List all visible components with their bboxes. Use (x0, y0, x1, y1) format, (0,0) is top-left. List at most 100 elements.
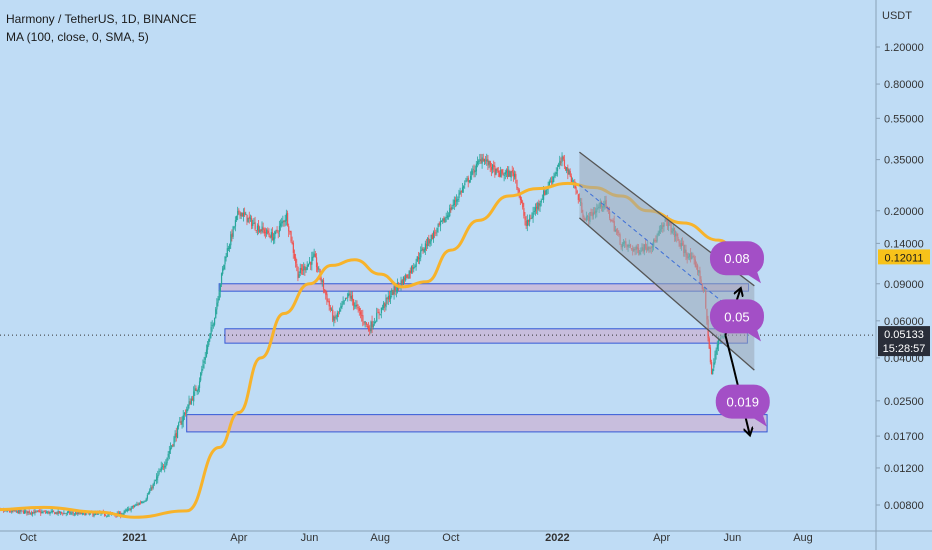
candle-body (212, 324, 215, 326)
candle-body (137, 503, 139, 505)
candle (385, 294, 387, 311)
candle-body (168, 450, 171, 454)
candle-body (182, 415, 184, 422)
candle-body (191, 398, 194, 401)
candle-body (62, 513, 64, 515)
candle (65, 512, 67, 517)
zone-2 (224, 328, 748, 344)
candle-body (123, 511, 125, 514)
candle (438, 221, 440, 227)
candle (278, 220, 281, 237)
candle-body (167, 453, 169, 458)
candle-body (57, 511, 59, 514)
candle (156, 473, 158, 485)
candle (563, 154, 566, 169)
candle (505, 168, 508, 178)
candle-body (498, 172, 501, 177)
candle-body (479, 159, 481, 162)
candle-body (531, 216, 533, 219)
candle (712, 368, 714, 375)
candle-body (523, 208, 525, 216)
candle (127, 506, 129, 513)
candle (280, 219, 282, 231)
candle (378, 308, 380, 320)
candle (179, 417, 181, 423)
candle (211, 320, 213, 332)
candle-body (157, 474, 159, 478)
candle (264, 227, 267, 239)
candle (516, 179, 518, 191)
candle-body (465, 180, 467, 183)
candle-body (290, 231, 292, 242)
candle (458, 189, 460, 203)
candle (208, 338, 210, 347)
candle (52, 510, 55, 513)
candle (51, 509, 54, 514)
y-tick-label: 0.00800 (884, 500, 924, 512)
candle (233, 225, 235, 230)
candle-body (537, 202, 539, 210)
candle-body (489, 160, 491, 167)
candle (435, 229, 437, 237)
candle (560, 157, 562, 166)
candle (439, 217, 442, 232)
candle-body (386, 297, 388, 299)
candle (314, 250, 316, 258)
candle-body (39, 510, 41, 512)
candle-body (423, 248, 425, 252)
candle (453, 196, 456, 210)
candle-body (496, 167, 498, 171)
candle (300, 264, 303, 275)
x-tick-label: Aug (370, 532, 390, 544)
candle-body (451, 207, 453, 210)
candle (343, 300, 345, 305)
candle-body (566, 167, 568, 172)
candle-body (132, 506, 135, 508)
candle-body (341, 304, 343, 307)
candle (44, 510, 47, 514)
candle-body (185, 413, 187, 415)
candle-body (229, 244, 231, 250)
y-tick-label: 0.80000 (884, 79, 924, 91)
candle (353, 298, 355, 311)
candle (210, 321, 212, 339)
candle-body (217, 299, 219, 303)
candle (529, 214, 531, 227)
candle-body (320, 277, 322, 282)
candle-body (487, 159, 489, 166)
candle-body (176, 426, 179, 439)
candle (252, 219, 254, 229)
candle (549, 177, 552, 183)
candle-body (456, 199, 458, 202)
candle-body (712, 368, 714, 375)
candle (216, 298, 218, 315)
candle-body (165, 462, 167, 467)
candle-body (377, 312, 379, 314)
indicator-label[interactable]: MA (100, close, 0, SMA, 5) (6, 30, 149, 44)
candle-body (554, 173, 556, 177)
candle-body (353, 299, 355, 306)
candle (371, 315, 373, 334)
candle (423, 247, 425, 253)
candle (205, 344, 208, 358)
candle (239, 211, 241, 219)
current-price-label-bg (878, 326, 930, 357)
candle-body (552, 177, 554, 184)
bubble-tail (752, 414, 767, 427)
candle-body (260, 229, 262, 231)
candle (147, 491, 150, 495)
candle-body (143, 501, 145, 503)
symbol-title[interactable]: Harmony / TetherUS, 1D, BINANCE (6, 12, 197, 26)
candle-body (473, 169, 475, 174)
candle-body (414, 266, 416, 267)
candle (402, 276, 405, 285)
candle-body (278, 225, 281, 232)
candle (465, 177, 467, 183)
candle-body (259, 229, 261, 233)
candle (531, 212, 533, 219)
candle (416, 256, 418, 263)
candle (561, 152, 563, 167)
candle (489, 160, 491, 173)
candle (219, 283, 222, 298)
